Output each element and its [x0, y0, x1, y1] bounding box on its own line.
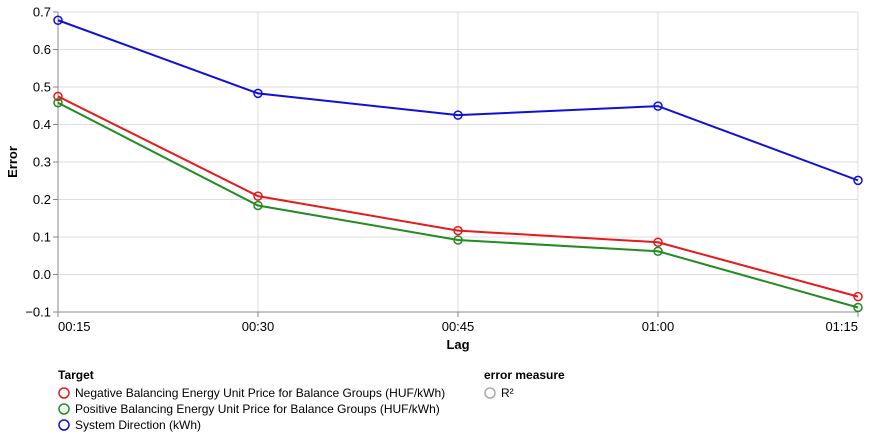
y-tick-label: 0.1: [33, 230, 51, 245]
x-tick-label: 00:15: [58, 319, 91, 334]
series-line: [57, 101, 859, 309]
x-tick-label: 00:30: [242, 319, 275, 334]
legend: Target error measure Negative Balancing …: [58, 368, 565, 432]
y-tick-label: 0.3: [33, 155, 51, 170]
x-tick-label: 00:45: [442, 319, 475, 334]
series-1: [53, 91, 863, 302]
y-tick-label: −0.1: [25, 305, 51, 320]
data-point: [253, 200, 263, 211]
y-tick-label: 0.5: [33, 80, 51, 95]
series-layer: [53, 15, 863, 313]
legend-label: System Direction (kWh): [75, 418, 201, 432]
series-line: [57, 95, 859, 298]
y-tick-label: 0.4: [33, 117, 51, 132]
data-point: [653, 237, 663, 247]
series-line: [57, 19, 859, 182]
data-point: [453, 225, 463, 236]
data-point: [453, 110, 463, 120]
grid: [57, 11, 859, 313]
legend-target-title: Target: [58, 368, 94, 382]
data-point: [253, 88, 263, 99]
y-tick-label: 0.7: [33, 5, 51, 20]
series-3: [53, 15, 863, 186]
data-point: [853, 291, 863, 302]
y-axis-title: Error: [5, 146, 20, 178]
x-tick-label: 01:00: [642, 319, 675, 334]
data-point: [53, 98, 63, 108]
y-tick-label: 0.2: [33, 192, 51, 207]
y-tick-label: 0.0: [33, 267, 51, 282]
legend-symbol: [58, 419, 70, 431]
x-axis-title: Lag: [446, 337, 469, 352]
legend-symbol: [58, 403, 70, 415]
legend-symbol: [58, 387, 70, 399]
data-point: [53, 91, 63, 102]
legend-label: R²: [501, 386, 514, 400]
data-point: [853, 302, 863, 313]
legend-symbol: [484, 387, 496, 399]
x-tick-label: 01:15: [825, 319, 858, 334]
series-2: [53, 98, 863, 313]
legend-label: Negative Balancing Energy Unit Price for…: [75, 386, 445, 400]
data-point: [253, 191, 263, 201]
axes: [53, 11, 859, 317]
data-point: [53, 15, 63, 25]
data-point: [853, 175, 863, 186]
data-point: [453, 235, 463, 245]
y-tick-label: 0.6: [33, 42, 51, 57]
data-point: [653, 246, 663, 256]
tick-labels: −0.1 0.0 0.1 0.2 0.3 0.4 0.5 0.6 0.7 00:15 00:30 00…: [25, 5, 858, 335]
legend-label: Positive Balancing Energy Unit Price for…: [75, 402, 440, 416]
legend-measure-title: error measure: [484, 368, 565, 382]
data-point: [653, 101, 663, 111]
